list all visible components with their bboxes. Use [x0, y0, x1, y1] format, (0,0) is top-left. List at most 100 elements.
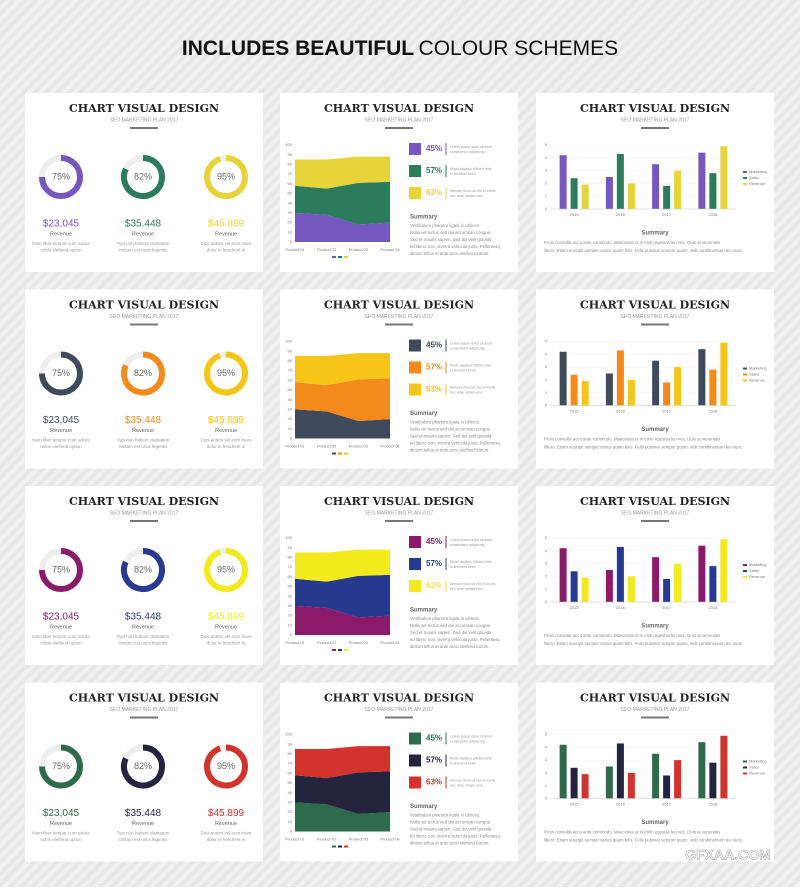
note: Nam liber tempor cum soluta: [32, 831, 90, 836]
y-tick-label: 80: [288, 554, 293, 559]
summary-title: Summary: [641, 624, 669, 630]
summary-text: Proin convallis accu ante commodo. Maece…: [544, 437, 720, 442]
summary-title: Summary: [410, 215, 438, 221]
legend-swatch: [743, 379, 747, 382]
stat-text: in tincidunt tortor: [450, 761, 477, 765]
slide: [25, 93, 263, 272]
y-tick-label: 4: [545, 744, 548, 749]
bar: [663, 578, 671, 602]
x-tick-label: Product 03: [349, 247, 369, 252]
y-tick-label: 3: [545, 364, 548, 369]
legend-swatch: [344, 845, 348, 848]
slide-subtitle: SEO MARKETING PLAN 2017: [365, 707, 434, 713]
legend-label: Revenue: [749, 378, 766, 383]
donut-arc: [121, 744, 165, 789]
x-tick-label: Product 04: [380, 640, 400, 645]
y-tick-label: 50: [288, 387, 293, 392]
legend-swatch: [332, 256, 336, 258]
legend-swatch: [344, 256, 348, 258]
slide-title: CHART VISUAL DESIGN: [324, 692, 474, 705]
summary-text: Sed et mauris sapien. Sed dui velit grav…: [410, 434, 492, 439]
donut-arc: [121, 155, 165, 199]
slide-title: CHART VISUAL DESIGN: [580, 692, 730, 705]
slide-title: CHART VISUAL DESIGN: [69, 495, 219, 508]
donut-label: 75%: [52, 564, 70, 574]
slide-card: CHART VISUAL DESIGN SEO MARKETING PLAN 20…: [536, 93, 774, 272]
caption: Revenue: [215, 231, 237, 237]
slide-card: CHART VISUAL DESIGN SEO MARKETING PLAN 20…: [536, 486, 774, 665]
bar: [709, 566, 717, 602]
summary-text: Sed et mauris sapien. Sed dui velit grav…: [410, 237, 492, 242]
note: insitam est usus legentis: [118, 248, 168, 253]
y-tick-label: 3: [545, 168, 548, 173]
bar: [570, 178, 578, 209]
y-tick-label: 90: [288, 545, 293, 550]
y-tick-label: 2: [545, 573, 548, 578]
note: dolor in hendrerit in: [207, 837, 246, 842]
x-tick-label: 2015: [570, 605, 580, 610]
amount: $23,045: [43, 415, 80, 426]
y-tick-label: 0: [545, 599, 548, 604]
legend-swatch: [743, 373, 747, 376]
stat-text: in tincidunt tortor: [450, 368, 477, 372]
y-tick-label: 40: [288, 397, 293, 402]
note: Typi non habent claritatem: [117, 241, 170, 246]
y-tick-label: 20: [288, 809, 293, 814]
legend-swatch: [743, 564, 747, 566]
stat-icon: [409, 558, 421, 570]
legend-swatch: [743, 766, 747, 769]
y-tick-label: 50: [288, 191, 293, 196]
stat-icon: [409, 165, 421, 177]
legend-label: Sales: [749, 175, 759, 180]
note: dolor in hendrerit in: [207, 444, 246, 449]
stat-text: Aenean rhoncus nisi in mollis: [450, 582, 496, 586]
x-tick-label: 2016: [616, 802, 626, 807]
bar: [720, 735, 728, 799]
y-tick-label: 70: [288, 564, 293, 569]
summary-text: Proin convallis accu ante commodo. Maece…: [544, 830, 720, 835]
stat-text: nec vitae ornare eros: [450, 194, 483, 198]
legend-label: Marketing: [749, 759, 767, 764]
donut-arc: [39, 155, 83, 199]
y-tick-label: 4: [545, 351, 548, 356]
caption: Revenue: [132, 821, 154, 827]
x-tick-label: Product 01: [285, 444, 305, 449]
stat-icon: [409, 143, 421, 155]
x-tick-label: Product 01: [285, 247, 305, 252]
y-tick-label: 40: [288, 200, 293, 205]
slide-subtitle: SEO MARKETING PLAN 2017: [621, 314, 690, 320]
area: [295, 771, 390, 815]
stat-value: 45%: [426, 734, 442, 743]
slide-title: CHART VISUAL DESIGN: [69, 299, 219, 312]
stat-icon: [409, 776, 421, 789]
caption: Revenue: [215, 428, 237, 434]
y-tick-label: 1: [545, 783, 548, 788]
title-light: COLOUR SCHEMES: [419, 37, 619, 60]
legend-label: Sales: [749, 568, 759, 573]
bar: [581, 184, 589, 209]
note: Duis autem vel eum iriure: [200, 831, 252, 836]
bar: [709, 369, 717, 406]
bar: [652, 360, 660, 406]
y-tick-label: 60: [288, 770, 293, 775]
summary-text: libero. Etiam suscipit semper varius qua…: [544, 838, 743, 843]
note: nobis eleifend option: [40, 641, 82, 646]
bar: [627, 379, 635, 406]
legend-swatch: [743, 367, 747, 370]
note: Typi non habent claritatem: [117, 831, 170, 836]
summary-text: Sed et mauris sapien. Sed dui velit grav…: [410, 827, 492, 832]
note: insitam est usus legentis: [118, 641, 168, 646]
y-tick-label: 30: [288, 210, 293, 215]
legend-swatch: [344, 452, 348, 455]
legend-swatch: [743, 171, 747, 173]
bar: [674, 367, 682, 406]
slide: [25, 682, 263, 862]
stat-text: Morbi dapibus efficitur felis: [450, 363, 492, 367]
donut-label: 82%: [134, 761, 152, 771]
legend-swatch: [332, 845, 336, 848]
slide-subtitle: SEO MARKETING PLAN 2017: [621, 707, 690, 713]
y-tick-label: 0: [545, 403, 548, 408]
stat-text: consectetur adipiscing: [450, 543, 485, 547]
bar: [616, 153, 624, 209]
